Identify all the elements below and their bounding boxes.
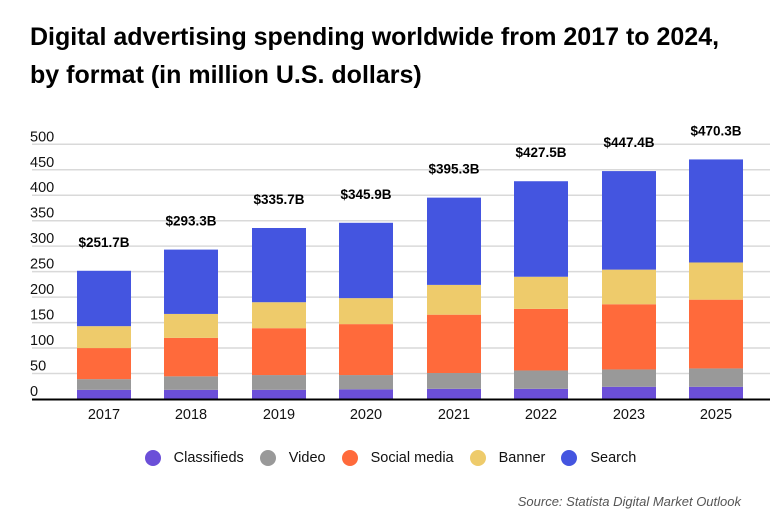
bar-segment-social-media — [252, 328, 306, 376]
y-tick-label: 200 — [30, 282, 54, 298]
y-tick-label: 100 — [30, 333, 54, 349]
y-tick-label: 500 — [30, 129, 54, 145]
bar-segment-classifieds — [164, 389, 218, 399]
bar-segment-video — [514, 370, 568, 389]
bar-segment-classifieds — [427, 388, 481, 399]
bar-segment-banner — [252, 302, 306, 329]
chart-title: Digital advertising spending worldwide f… — [30, 23, 720, 89]
bar-segment-banner — [602, 269, 656, 305]
bar-segment-social-media — [689, 299, 743, 369]
total-label: $335.7B — [253, 192, 304, 207]
total-label: $395.3B — [428, 162, 479, 177]
legend: Classifieds Video Social media Banner Search — [0, 450, 781, 466]
y-tick-label: 300 — [30, 231, 54, 247]
bar-segment-social-media — [427, 314, 481, 374]
x-tick-label: 2017 — [88, 407, 120, 423]
legend-swatch-icon — [561, 450, 578, 466]
bar-segment-banner — [514, 276, 568, 309]
bar-segment-video — [164, 376, 218, 390]
x-tick-label: 2021 — [438, 407, 470, 423]
legend-label: Search — [590, 450, 637, 466]
bar-segment-search — [514, 181, 568, 277]
bar-segment-video — [602, 369, 656, 387]
bar-segment-video — [77, 379, 131, 390]
legend-swatch-icon — [469, 450, 486, 466]
legend-item: Classifieds — [144, 450, 244, 466]
x-tick-label: 2022 — [525, 407, 557, 423]
bar-segment-classifieds — [514, 388, 568, 399]
bar-segment-search — [427, 197, 481, 285]
y-tick-label: 350 — [30, 206, 54, 222]
legend-swatch-icon — [259, 450, 276, 466]
bar-segment-search — [689, 159, 743, 263]
total-label: $293.3B — [165, 214, 216, 229]
total-label: $447.4B — [603, 135, 654, 150]
legend-swatch-icon — [341, 450, 358, 466]
bar-segment-banner — [164, 313, 218, 338]
source-note: Source: Statista Digital Market Outlook — [517, 494, 741, 509]
bar-segment-search — [339, 222, 393, 299]
total-label: $251.7B — [78, 235, 129, 250]
legend-label: Social media — [370, 450, 454, 466]
bar-segment-video — [252, 375, 306, 390]
bar-segment-banner — [77, 326, 131, 349]
stacked-bar-chart: 0 50 100 150 200 250 300 350 400 450 500 $251.7B 201… — [30, 123, 770, 423]
total-label: $345.9B — [340, 187, 391, 202]
bar-segment-search — [164, 249, 218, 314]
bar-segment-classifieds — [77, 389, 131, 399]
legend-label: Video — [288, 450, 326, 466]
bar-segment-classifieds — [689, 386, 743, 399]
x-tick-label: 2018 — [175, 407, 207, 423]
y-tick-label: 250 — [30, 257, 54, 273]
legend-item: Banner — [469, 450, 546, 466]
x-tick-label: 2020 — [350, 407, 382, 423]
legend-swatch-icon — [144, 450, 161, 466]
bar-segment-classifieds — [339, 389, 393, 399]
bar-segment-search — [77, 270, 131, 327]
bar-segment-video — [427, 373, 481, 389]
bar-segment-banner — [339, 298, 393, 325]
x-tick-label: 2019 — [263, 407, 295, 423]
x-tick-label: 2023 — [613, 407, 645, 423]
total-label: $470.3B — [690, 123, 741, 138]
legend-label: Classifieds — [173, 450, 244, 466]
bar-segment-video — [689, 368, 743, 387]
bar-segment-search — [252, 227, 306, 303]
total-label: $427.5B — [515, 145, 566, 160]
bar-segment-banner — [427, 284, 481, 315]
bar-segment-classifieds — [252, 389, 306, 399]
legend-item: Social media — [341, 450, 454, 466]
bar-segment-social-media — [514, 308, 568, 371]
bar-segment-classifieds — [602, 386, 656, 399]
bar-segment-search — [602, 171, 656, 270]
legend-item: Video — [259, 450, 326, 466]
y-tick-label: 400 — [30, 180, 54, 196]
bar-segment-social-media — [602, 304, 656, 370]
legend-item: Search — [561, 450, 636, 466]
bar-segment-video — [339, 375, 393, 390]
legend-label: Banner — [498, 450, 546, 466]
y-tick-label: 50 — [30, 359, 46, 375]
bar-segment-social-media — [77, 348, 131, 380]
bar-segment-social-media — [339, 324, 393, 376]
bar-segment-banner — [689, 262, 743, 300]
y-tick-label: 0 — [30, 384, 38, 400]
y-tick-label: 150 — [30, 308, 54, 324]
bar-segment-social-media — [164, 337, 218, 377]
y-tick-label: 450 — [30, 155, 54, 171]
x-tick-label: 2025 — [700, 407, 732, 423]
